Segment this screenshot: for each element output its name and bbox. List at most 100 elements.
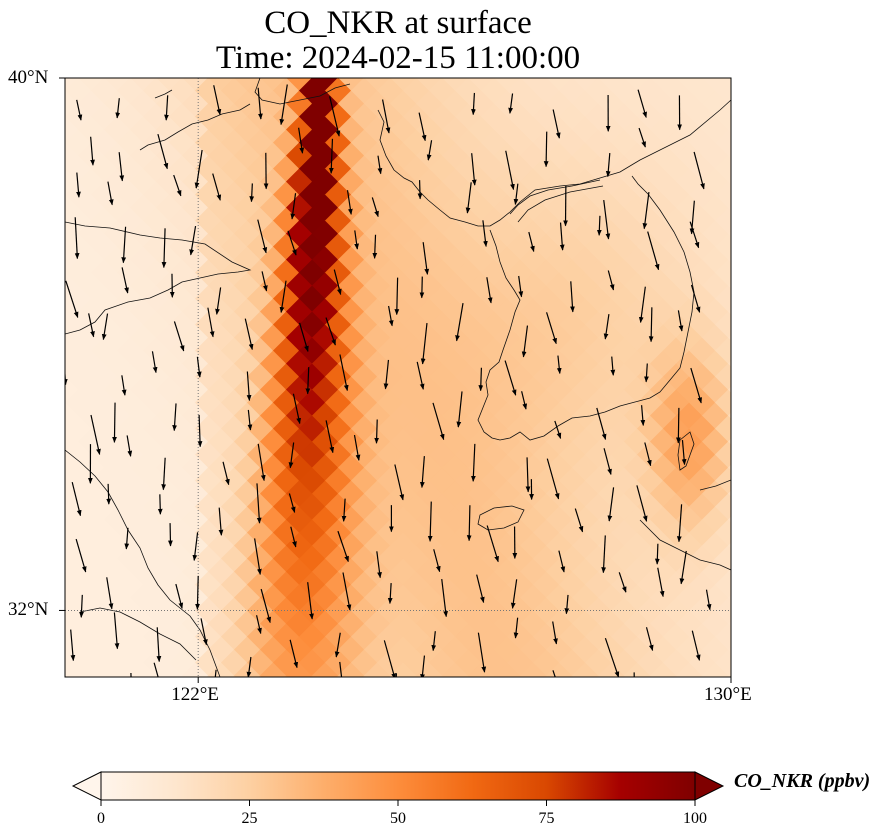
field-cell <box>741 442 767 468</box>
concentration-field <box>26 78 767 715</box>
field-cell <box>741 520 767 546</box>
wind-arrow <box>564 594 570 615</box>
field-cell <box>65 532 79 560</box>
wind-arrow <box>341 498 347 522</box>
wind-arrow <box>482 220 488 248</box>
field-cell <box>259 662 287 677</box>
field-cell <box>389 78 391 79</box>
field-cell <box>492 675 496 677</box>
colorbar-extend-max <box>694 771 725 801</box>
field-cell <box>65 480 66 482</box>
wind-arrow <box>74 217 80 260</box>
field-cell <box>727 230 731 238</box>
wind-arrow <box>505 150 515 191</box>
field-cell <box>128 675 132 677</box>
wind-arrow <box>346 190 353 215</box>
wind-arrow <box>194 149 203 189</box>
wind-arrow <box>637 89 647 118</box>
field-cell <box>65 272 79 300</box>
field-cell <box>26 299 52 325</box>
wind-arrow <box>552 621 558 645</box>
wind-arrow <box>90 136 95 166</box>
colorbar-tick-label: 50 <box>390 810 406 827</box>
wind-arrow <box>644 442 652 467</box>
field-cell <box>741 130 767 156</box>
field-cell <box>103 78 105 79</box>
wind-arrow <box>329 96 341 137</box>
field-cell <box>65 298 79 326</box>
field-cell <box>129 662 157 677</box>
field-cell <box>65 142 66 144</box>
wind-arrow <box>289 639 299 669</box>
field-cell <box>26 91 52 117</box>
wind-arrow <box>394 277 400 316</box>
field-cell <box>65 532 66 534</box>
wind-arrow <box>260 588 272 624</box>
field-cell <box>741 208 767 234</box>
field-cell <box>741 468 767 494</box>
field-cell <box>65 168 66 170</box>
field-cell <box>26 455 52 481</box>
wind-arrow <box>383 359 390 390</box>
wind-arrow <box>222 461 230 486</box>
field-cell <box>26 481 52 507</box>
field-cell <box>741 104 767 130</box>
wind-arrow <box>257 87 263 120</box>
wind-arrow <box>648 307 654 343</box>
wind-arrow <box>328 138 334 174</box>
wind-arrow <box>288 442 295 469</box>
field-cell <box>65 376 79 404</box>
field-cell <box>154 675 158 677</box>
field-cell <box>259 78 261 79</box>
wind-arrow <box>200 618 208 646</box>
field-cell <box>674 675 678 677</box>
wind-arrow <box>513 183 519 205</box>
wind-arrow <box>387 305 394 327</box>
field-cell <box>65 402 66 404</box>
field-cell <box>26 403 52 429</box>
wind-arrow <box>118 152 125 182</box>
field-cell <box>284 675 288 677</box>
field-cell <box>234 689 260 715</box>
wind-arrow <box>691 630 701 661</box>
lon-tick-label: 122°E <box>171 684 219 705</box>
wind-arrow <box>112 402 117 443</box>
field-cell <box>741 416 767 442</box>
colorbar-body <box>101 772 695 800</box>
field-cell <box>597 78 599 79</box>
wind-arrow <box>603 448 612 476</box>
wind-arrow <box>151 351 158 374</box>
map-frame <box>64 77 732 678</box>
field-cell <box>545 78 547 79</box>
field-cell <box>207 78 209 79</box>
field-cell <box>727 78 731 82</box>
wind-arrow <box>427 501 433 542</box>
wind-arrow <box>161 457 167 491</box>
field-cell <box>741 364 767 390</box>
wind-arrow <box>416 361 425 390</box>
field-cell <box>65 142 79 170</box>
wind-arrow <box>418 112 427 142</box>
wind-arrow <box>339 354 349 392</box>
field-cell <box>520 689 546 715</box>
field-cell <box>675 662 703 677</box>
wind-arrow <box>471 153 477 186</box>
wind-arrow <box>426 140 433 161</box>
wind-arrow <box>65 280 79 318</box>
wind-arrow <box>432 402 445 441</box>
field-cell <box>571 78 573 79</box>
wind-arrow <box>126 435 133 457</box>
wind-arrow <box>305 367 311 395</box>
wind-arrow <box>604 637 620 677</box>
field-cell <box>260 689 286 715</box>
field-cell <box>65 662 66 664</box>
wind-arrow <box>371 197 379 218</box>
field-cell <box>414 675 418 677</box>
field-cell <box>727 646 731 654</box>
field-cell <box>727 672 731 677</box>
wind-arrow <box>478 367 484 392</box>
wind-arrow <box>554 420 562 439</box>
wind-arrow <box>526 682 528 719</box>
wind-arrow <box>441 579 448 618</box>
field-cell <box>76 675 80 677</box>
